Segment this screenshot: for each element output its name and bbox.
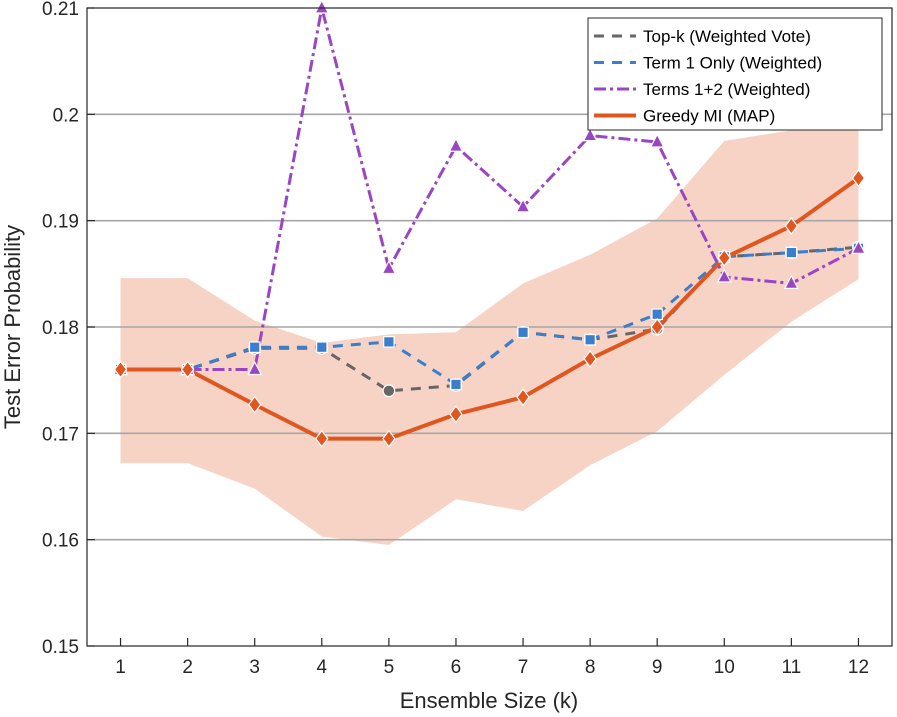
y-tick-label: 0.21 xyxy=(42,0,79,20)
x-tick-label: 12 xyxy=(848,657,869,678)
x-tick-label: 5 xyxy=(384,657,395,678)
x-axis-label: Ensemble Size (k) xyxy=(400,688,579,713)
legend-label: Top-k (Weighted Vote) xyxy=(643,27,811,46)
y-tick-label: 0.16 xyxy=(42,531,79,552)
legend: Top-k (Weighted Vote) Term 1 Only (Weight… xyxy=(587,17,883,131)
band-area xyxy=(120,130,859,546)
data-point-term-1-only-weighted xyxy=(651,308,664,321)
data-point-terms-1-2-weighted xyxy=(649,133,665,148)
series-line-terms-1-2-weighted xyxy=(120,8,860,371)
data-point-terms-1-2-weighted xyxy=(247,360,263,376)
data-point-greedy-mi-map xyxy=(449,405,463,424)
data-point-term-1-only-weighted xyxy=(785,246,798,259)
x-tick-label: 8 xyxy=(585,657,596,678)
legend-label: Greedy MI (MAP) xyxy=(643,107,775,126)
y-tick-label: 0.19 xyxy=(42,212,79,233)
data-point-terms-1-2-weighted xyxy=(448,137,464,152)
data-point-greedy-mi-map xyxy=(113,360,128,379)
y-tick-label: 0.15 xyxy=(42,637,79,658)
data-point-terms-1-2-weighted xyxy=(381,259,397,275)
data-point-greedy-mi-map xyxy=(717,248,732,267)
data-point-greedy-mi-map xyxy=(583,349,597,368)
data-point-greedy-mi-map xyxy=(650,318,664,336)
data-point-greedy-mi-map xyxy=(315,429,329,448)
y-tick-label: 0.17 xyxy=(42,424,79,445)
y-tick-label: 0.18 xyxy=(42,318,79,339)
y-tick-label: 0.2 xyxy=(53,105,79,126)
y-axis-label: Test Error Probability xyxy=(0,225,25,429)
x-tick-label: 10 xyxy=(714,657,735,678)
data-point-terms-1-2-weighted xyxy=(716,268,732,283)
data-point-term-1-only-weighted xyxy=(450,378,462,391)
data-point-term-1-only-weighted xyxy=(584,333,596,346)
band-layer xyxy=(120,130,859,546)
data-point-greedy-mi-map xyxy=(784,216,799,235)
data-point-term-1-only-weighted xyxy=(383,336,395,348)
data-point-term-1-only-weighted xyxy=(248,341,261,354)
data-point-terms-1-2-weighted xyxy=(314,0,330,14)
series-layer xyxy=(120,8,860,441)
x-tick-label: 11 xyxy=(782,657,802,678)
legend-box xyxy=(587,17,883,131)
series-line-term-1-only-weighted xyxy=(120,246,859,386)
x-tick-label: 7 xyxy=(518,657,529,678)
data-point-greedy-mi-map xyxy=(180,360,195,379)
x-tick-label: 2 xyxy=(182,657,193,678)
data-point-greedy-mi-map xyxy=(516,388,530,407)
x-tick-label: 9 xyxy=(652,657,663,678)
series-line-greedy-mi-map xyxy=(120,176,860,441)
data-point-greedy-mi-map xyxy=(851,169,866,188)
data-point-term-1-only-weighted xyxy=(315,341,328,354)
x-tick-label: 1 xyxy=(115,657,126,678)
data-point-terms-1-2-weighted xyxy=(582,126,598,142)
marker-layer xyxy=(113,0,866,448)
data-point-term-1-only-weighted xyxy=(517,326,529,339)
x-tick-label: 4 xyxy=(317,657,328,678)
legend-label: Terms 1+2 (Weighted) xyxy=(643,80,810,99)
legend-label: Term 1 Only (Weighted) xyxy=(643,54,822,73)
data-point-terms-1-2-weighted xyxy=(515,198,531,213)
data-point-greedy-mi-map xyxy=(382,429,396,448)
axis-layer: 0.150.160.170.180.190.20.211 2 3 4 5 6 7 8 9 10 11… xyxy=(42,0,869,678)
x-tick-label: 3 xyxy=(249,657,260,678)
x-tick-label: 6 xyxy=(451,657,462,678)
data-point-terms-1-2-weighted xyxy=(850,239,866,254)
data-point-terms-1-2-weighted xyxy=(783,274,799,290)
data-point-top-k-weighted-vote xyxy=(382,384,396,398)
data-point-greedy-mi-map xyxy=(247,395,262,414)
